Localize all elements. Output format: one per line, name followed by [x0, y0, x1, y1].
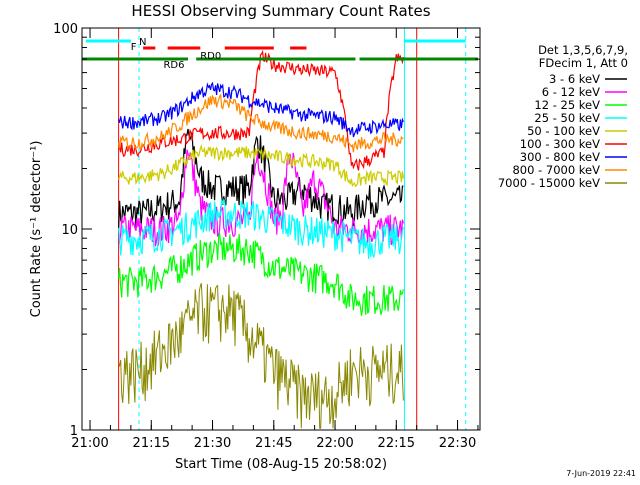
legend-header-line-1: Det 1,3,5,6,7,9,: [538, 43, 628, 57]
legend-label-9: 7000 - 15000 keV: [498, 176, 600, 190]
y-tick-label-3: 100: [53, 22, 78, 37]
legend-label-2: 6 - 12 keV: [542, 85, 600, 99]
series-line-7: [118, 81, 404, 138]
x-tick-label-3: 21:30: [194, 436, 231, 451]
y-axis-label: Count Rate (s⁻¹ detector⁻¹): [29, 141, 44, 318]
chart-title: HESSI Observing Summary Count Rates: [131, 2, 430, 20]
status-bar-6: [290, 46, 307, 50]
legend-header-line-2: FDecim 1, Att 0: [539, 56, 628, 70]
status-bar-9: [359, 57, 478, 61]
status-bar-8: [196, 57, 356, 61]
status-bar-4: [167, 46, 201, 50]
series-group: [118, 49, 404, 429]
x-tick-label-5: 22:00: [316, 436, 353, 451]
legend-label-1: 3 - 6 keV: [549, 72, 600, 86]
annotation-f: F: [131, 42, 137, 53]
series-line-6: [118, 49, 404, 171]
status-bar-7: [82, 57, 189, 61]
y-tick-label-2: 10: [61, 223, 78, 238]
status-bar-5: [224, 46, 274, 50]
legend-label-8: 800 - 7000 keV: [512, 163, 600, 177]
series-line-5: [118, 143, 404, 188]
plot-timestamp: 7-Jun-2019 22:41: [566, 469, 636, 478]
annotation-rd6: RD6: [163, 60, 184, 71]
x-tick-label-4: 21:45: [255, 436, 292, 451]
annotation-rd0: RD0: [200, 51, 221, 62]
legend-label-7: 300 - 800 keV: [520, 150, 600, 164]
legend-label-4: 25 - 50 keV: [534, 111, 600, 125]
x-tick-label-7: 22:30: [439, 436, 476, 451]
annotation-n: N: [139, 37, 146, 48]
axes-group: 21:00 21:15 21:30 21:45 22:00 22:15 22:30 1 10 10…: [53, 22, 480, 451]
x-tick-label-2: 21:15: [133, 436, 170, 451]
series-line-3: [118, 232, 404, 316]
status-bar-3: [143, 46, 156, 50]
series-line-8: [118, 93, 404, 153]
x-tick-label-1: 21:00: [71, 436, 108, 451]
legend-label-6: 100 - 300 keV: [520, 137, 600, 151]
series-line-4: [118, 198, 404, 259]
x-tick-label-6: 22:15: [378, 436, 415, 451]
x-axis-label: Start Time (08-Aug-15 20:58:02): [175, 457, 387, 472]
y-tick-label-1: 1: [70, 424, 78, 439]
status-bar-1: [85, 39, 131, 43]
series-line-2: [118, 149, 404, 247]
legend-label-5: 50 - 100 keV: [527, 124, 600, 138]
status-bar-2: [404, 39, 466, 43]
legend: Det 1,3,5,6,7,9, FDecim 1, Att 0 3 - 6 k…: [498, 43, 628, 190]
legend-label-3: 12 - 25 keV: [534, 98, 600, 112]
series-line-9: [118, 282, 404, 429]
status-bars: NF RD6 RD0: [82, 37, 478, 71]
